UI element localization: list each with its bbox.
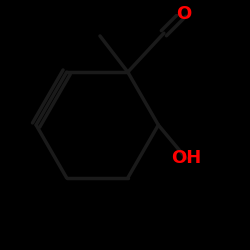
Text: O: O (176, 5, 191, 23)
Text: OH: OH (171, 149, 201, 167)
